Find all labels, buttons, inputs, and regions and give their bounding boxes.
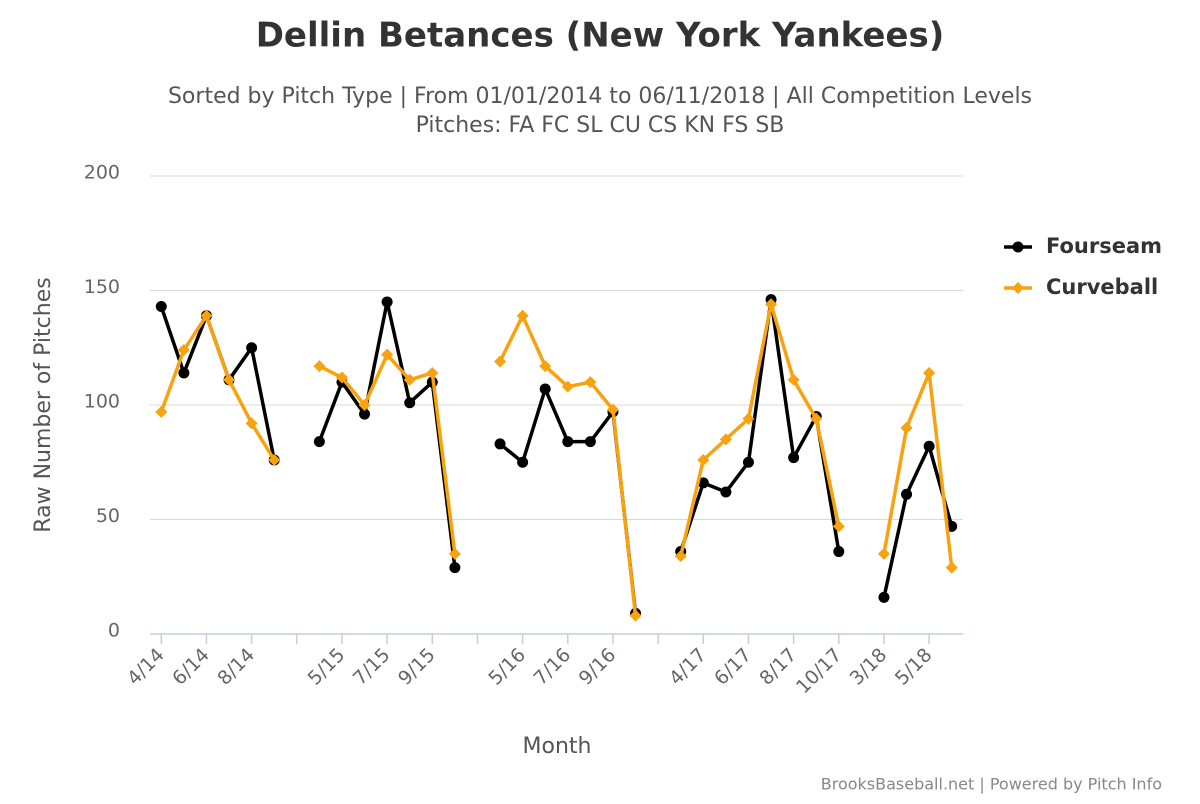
x-tick-label: 7/15 — [349, 644, 395, 690]
y-tick-label: 0 — [108, 620, 120, 642]
point — [810, 412, 823, 425]
point — [200, 309, 213, 322]
point — [494, 438, 506, 450]
point — [359, 408, 371, 420]
x-tick-label: 4/17 — [665, 644, 711, 690]
y-tick-label: 50 — [96, 505, 120, 527]
point — [381, 296, 393, 308]
point — [832, 520, 845, 533]
point — [629, 609, 642, 622]
credits: BrooksBaseball.net | Powered by Pitch In… — [821, 775, 1162, 794]
point — [404, 397, 416, 409]
point — [787, 373, 800, 386]
x-tick-label: 5/16 — [484, 644, 530, 690]
point — [177, 344, 190, 357]
point — [246, 342, 258, 354]
point — [742, 456, 754, 468]
x-axis-label: Month — [523, 734, 592, 759]
point — [426, 366, 439, 379]
point — [900, 421, 913, 434]
point — [923, 366, 936, 379]
x-tick-label: 4/14 — [123, 644, 169, 690]
point — [245, 417, 258, 430]
point — [742, 412, 755, 425]
point — [923, 440, 935, 452]
point — [313, 360, 326, 373]
point — [313, 436, 325, 448]
chart-subtitle: Sorted by Pitch Type | From 01/01/2014 t… — [168, 84, 1032, 109]
x-tick-label: 6/14 — [168, 644, 214, 690]
point — [878, 591, 890, 603]
point — [833, 546, 845, 558]
point — [719, 433, 732, 446]
point — [155, 405, 168, 418]
point — [562, 436, 574, 448]
x-tick-label: 3/18 — [846, 644, 892, 690]
point — [877, 547, 890, 560]
x-tick-label: 7/16 — [529, 644, 575, 690]
point — [765, 298, 778, 311]
point — [606, 403, 619, 416]
point — [335, 371, 348, 384]
point — [697, 477, 709, 489]
chart-subtitle: Pitches: FA FC SL CU CS KN FS SB — [416, 113, 785, 138]
x-tick-label: 10/17 — [792, 644, 846, 698]
point — [494, 355, 507, 368]
x-tick-label: 6/17 — [710, 644, 756, 690]
point — [584, 376, 597, 389]
point — [697, 453, 710, 466]
legend-label: Fourseam — [1046, 234, 1162, 258]
y-tick-label: 150 — [84, 276, 120, 298]
x-tick-label: 9/16 — [575, 644, 621, 690]
x-tick-label: 8/14 — [213, 644, 259, 690]
point — [449, 562, 461, 574]
point — [403, 373, 416, 386]
point — [358, 399, 371, 411]
point — [945, 561, 958, 574]
chart-title: Dellin Betances (New York Yankees) — [256, 16, 945, 56]
point — [178, 367, 190, 379]
legend-marker — [1012, 282, 1024, 294]
point — [268, 453, 281, 466]
point — [223, 373, 236, 386]
point — [561, 380, 574, 393]
point — [674, 550, 687, 563]
point — [584, 436, 596, 448]
legend-marker — [1012, 241, 1024, 253]
legend-label: Curveball — [1046, 275, 1158, 299]
y-axis-label: Raw Number of Pitches — [31, 277, 56, 532]
point — [517, 456, 529, 468]
y-tick-label: 100 — [84, 391, 120, 413]
point — [539, 383, 551, 395]
y-tick-label: 200 — [84, 162, 120, 184]
point — [448, 547, 461, 560]
point — [720, 486, 732, 498]
point — [516, 309, 529, 322]
x-tick-label: 9/15 — [394, 644, 440, 690]
point — [788, 452, 800, 464]
point — [381, 348, 394, 361]
point — [901, 488, 913, 500]
x-tick-label: 5/15 — [304, 644, 350, 690]
series-line — [159, 297, 954, 614]
x-tick-label: 5/18 — [891, 644, 937, 690]
point — [155, 301, 167, 313]
point — [539, 360, 552, 373]
